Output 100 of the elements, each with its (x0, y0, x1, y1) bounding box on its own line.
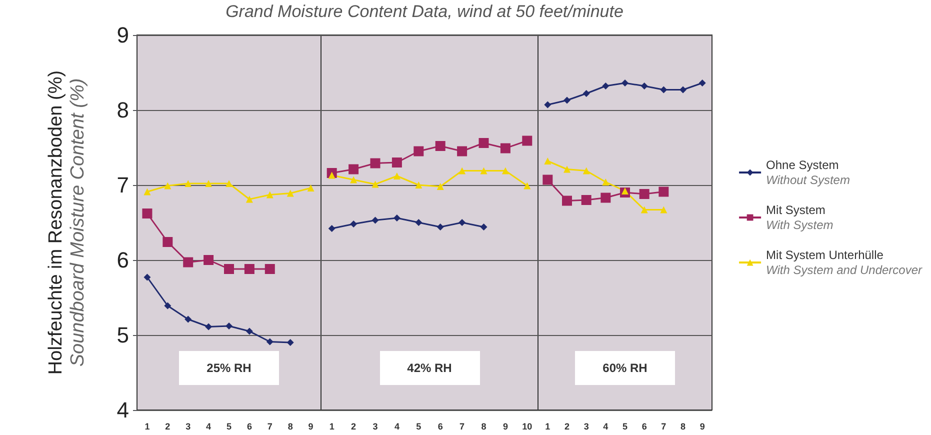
point (602, 178, 610, 186)
x-tick-label: 9 (700, 422, 705, 432)
point (164, 182, 172, 190)
point (348, 164, 359, 174)
point (246, 328, 253, 335)
point (524, 182, 531, 190)
point (370, 158, 380, 168)
point (372, 216, 379, 224)
point (600, 192, 611, 203)
x-tick-label: 8 (680, 422, 686, 432)
point (393, 214, 400, 222)
point (266, 338, 274, 346)
point (458, 167, 466, 174)
y-tick-label: 7 (116, 172, 129, 198)
point (226, 180, 232, 187)
point (184, 180, 192, 187)
legend-label: Mit System Unterhülle With System and Undercover (766, 248, 924, 277)
x-tick-label: 2 (165, 422, 170, 432)
point (562, 196, 572, 206)
x-tick-label: 9 (502, 422, 508, 432)
point (502, 167, 509, 174)
x-tick-label: 5 (622, 422, 628, 432)
x-tick-label: 1 (545, 422, 550, 432)
point (350, 220, 358, 228)
point (415, 182, 422, 188)
point (226, 322, 232, 330)
legend-label: Mit System With System (766, 203, 834, 232)
x-tick-label: 8 (481, 422, 486, 432)
y-tick-label: 6 (116, 248, 129, 272)
point (392, 158, 402, 168)
point (458, 219, 466, 226)
point (164, 302, 172, 310)
x-tick-label: 7 (267, 422, 272, 432)
point (522, 136, 532, 146)
x-tick-label: 7 (460, 422, 465, 432)
x-tick-label: 4 (603, 422, 608, 432)
x-tick-label: 4 (206, 422, 212, 432)
x-tick-label: 3 (186, 422, 191, 432)
x-tick-label: 9 (308, 422, 314, 432)
point (436, 183, 444, 190)
point (162, 237, 173, 247)
point (640, 82, 648, 90)
point (622, 80, 628, 86)
point (184, 316, 192, 323)
point (350, 176, 358, 184)
x-tick-label: 6 (438, 422, 443, 432)
point (264, 264, 275, 274)
point (680, 86, 686, 94)
x-tick-label: 2 (351, 422, 356, 432)
point (372, 180, 379, 188)
point (436, 224, 444, 230)
point (393, 172, 400, 180)
point (622, 188, 628, 194)
point (542, 174, 553, 185)
point (435, 141, 446, 151)
x-tick-label: 3 (372, 422, 378, 432)
x-tick-label: 8 (288, 422, 293, 432)
y-tick-label: 9 (116, 22, 129, 48)
point (246, 196, 253, 203)
x-tick-label: 3 (584, 422, 589, 432)
point (564, 96, 570, 104)
x-tick-label: 7 (661, 422, 666, 432)
point (582, 90, 590, 97)
point (698, 80, 706, 86)
point (204, 255, 214, 265)
x-tick-label: 1 (144, 422, 150, 432)
point (286, 190, 294, 197)
point (205, 323, 212, 330)
point (660, 86, 668, 94)
x-tick-label: 10 (522, 422, 532, 432)
label-box: 60% RH (575, 351, 675, 385)
point (602, 82, 610, 90)
point (640, 206, 648, 214)
y-tick-label: 8 (116, 98, 129, 122)
point (582, 167, 590, 174)
point (224, 264, 234, 274)
point (183, 257, 194, 268)
point (328, 172, 336, 179)
point (480, 224, 488, 230)
x-tick-label: 6 (642, 422, 647, 432)
y-tick-label: 5 (116, 322, 129, 348)
point (660, 206, 668, 214)
point (286, 339, 294, 346)
point (639, 189, 650, 199)
point (142, 208, 152, 218)
point (205, 180, 212, 187)
point (564, 166, 570, 173)
point (500, 143, 510, 154)
label-box: 42% RH (380, 351, 480, 385)
y-axis-title: Holzfeuchte im Resonanzboden (%) Soundboard Moisture Content (%) (46, 70, 88, 375)
text: Grand Moisture Content Data, wind at 50 feet/minute (224, 2, 624, 22)
x-tick-label: 6 (246, 422, 252, 432)
legend-label: Ohne System Without System (766, 158, 850, 187)
point (307, 184, 314, 192)
point (328, 225, 336, 232)
point (144, 188, 151, 196)
point (457, 146, 468, 156)
point (414, 146, 424, 156)
x-tick-label: 4 (394, 422, 400, 432)
point (544, 158, 552, 164)
